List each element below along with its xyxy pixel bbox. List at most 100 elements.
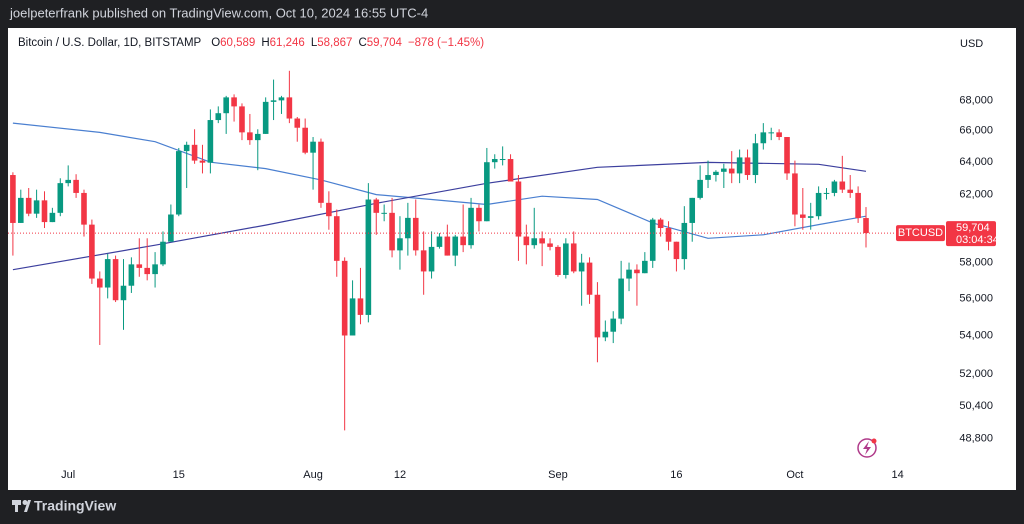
y-tick-label: 58,000 bbox=[959, 257, 993, 269]
candle-body bbox=[444, 236, 451, 256]
candle-body bbox=[586, 262, 593, 295]
y-tick-label: 54,000 bbox=[959, 329, 993, 341]
x-tick-label: 14 bbox=[891, 469, 903, 481]
candle-body bbox=[602, 331, 609, 338]
candle-body bbox=[705, 175, 711, 180]
candle-body bbox=[420, 250, 427, 272]
y-tick-label: 62,000 bbox=[959, 188, 993, 200]
candle-body bbox=[65, 179, 71, 184]
candle-body bbox=[752, 143, 759, 176]
candle-body bbox=[73, 179, 79, 193]
candle-body bbox=[665, 228, 672, 242]
candle-body bbox=[460, 236, 466, 246]
candle-body bbox=[807, 216, 814, 218]
candle-body bbox=[294, 118, 301, 128]
x-tick-label: Sep bbox=[548, 469, 568, 481]
candle-body bbox=[642, 260, 648, 274]
candle-body bbox=[555, 246, 561, 275]
candle-body bbox=[697, 179, 703, 198]
legend-key: H bbox=[261, 37, 269, 49]
candle-body bbox=[10, 175, 16, 223]
candle-body bbox=[634, 269, 640, 274]
candle-body bbox=[333, 216, 340, 261]
candle-body bbox=[341, 260, 348, 336]
candle-body bbox=[689, 197, 696, 223]
candle-body bbox=[436, 236, 443, 247]
candle-body bbox=[96, 278, 103, 288]
candle-body bbox=[318, 141, 324, 203]
candle-body bbox=[736, 157, 743, 174]
price-tag bbox=[946, 221, 996, 247]
candle-body bbox=[855, 192, 861, 219]
legend-title: Bitcoin / U.S. Dollar, 1D, BITSTAMP bbox=[18, 37, 202, 49]
candle-body bbox=[428, 246, 435, 272]
candle-body bbox=[183, 144, 190, 152]
candle-body bbox=[681, 222, 688, 260]
candle-body bbox=[175, 151, 182, 215]
candle-body bbox=[397, 238, 403, 251]
legend-value: 58,867 bbox=[317, 37, 352, 49]
candle-body bbox=[152, 264, 158, 275]
logo bbox=[12, 500, 31, 512]
footer: TradingView bbox=[34, 498, 116, 514]
price-label: 59,704 bbox=[956, 222, 990, 234]
candle-body bbox=[800, 214, 806, 218]
candle-body bbox=[365, 199, 372, 315]
candle-body bbox=[302, 127, 308, 153]
candle-body bbox=[831, 181, 838, 193]
legend-key: O bbox=[211, 37, 220, 49]
candle-body bbox=[389, 212, 395, 251]
candle-body bbox=[310, 141, 316, 153]
candle-body bbox=[207, 120, 214, 163]
candle-body bbox=[381, 212, 387, 214]
candle-body bbox=[17, 197, 24, 223]
candle-body bbox=[792, 173, 798, 215]
legend-value: 59,704 bbox=[367, 37, 403, 49]
candle-body bbox=[262, 101, 269, 134]
candle-body bbox=[721, 168, 727, 172]
candle-body bbox=[563, 243, 569, 275]
candle-body bbox=[484, 162, 490, 222]
candle-body bbox=[468, 207, 474, 246]
candle-body bbox=[863, 218, 869, 234]
candle-body bbox=[357, 298, 364, 315]
candle-body bbox=[160, 241, 166, 265]
candle-body bbox=[626, 269, 632, 279]
candle-body bbox=[523, 236, 530, 246]
x-tick-label: 16 bbox=[670, 469, 682, 481]
candle-body bbox=[199, 160, 206, 163]
candle-body bbox=[507, 159, 514, 182]
candle-body bbox=[128, 264, 135, 286]
icon-bolt bbox=[863, 441, 871, 455]
candle-body bbox=[278, 97, 285, 101]
candle-body bbox=[191, 144, 198, 161]
candle-body bbox=[286, 97, 293, 119]
icon-ring bbox=[857, 438, 877, 458]
candle-body bbox=[120, 285, 127, 301]
y-tick-label: 68,000 bbox=[959, 94, 993, 106]
y-tick-label: 52,000 bbox=[959, 368, 993, 380]
candle-body bbox=[41, 200, 48, 223]
candle-body bbox=[728, 168, 735, 174]
candle-body bbox=[223, 97, 229, 114]
candle-body bbox=[539, 238, 545, 244]
candle-body bbox=[649, 219, 656, 261]
candle-body bbox=[373, 199, 380, 213]
candle-body bbox=[215, 113, 222, 121]
candle-body bbox=[815, 192, 822, 217]
moving-average bbox=[12, 122, 867, 239]
candle-body bbox=[618, 278, 624, 319]
candle-body bbox=[89, 224, 95, 279]
currency: USD bbox=[960, 38, 983, 50]
candle-body bbox=[49, 212, 56, 223]
legend: Bitcoin / U.S. Dollar, 1D, BITSTAMP O60,5… bbox=[18, 37, 484, 49]
x-tick-label: Jul bbox=[61, 469, 75, 481]
lightning-icon bbox=[857, 438, 877, 458]
candle-body bbox=[104, 259, 111, 288]
candle-body bbox=[405, 217, 411, 239]
logo-mark bbox=[15, 500, 18, 512]
header: joelpeterfrank published on TradingView.… bbox=[9, 5, 428, 20]
candle-body bbox=[547, 243, 553, 247]
